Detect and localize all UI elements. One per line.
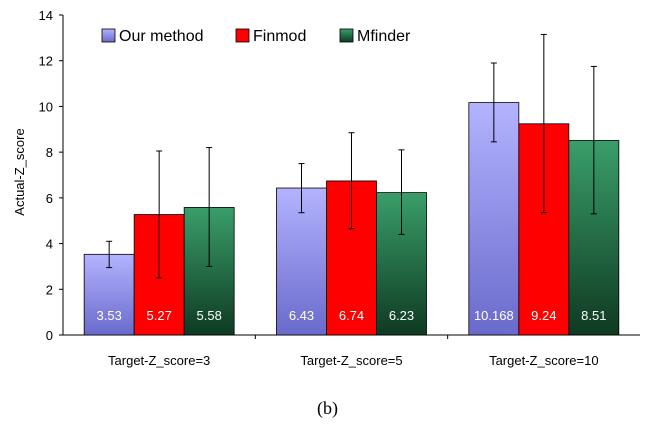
legend-label: Finmod	[253, 28, 306, 45]
legend-swatch	[339, 28, 354, 43]
data-label: 10.168	[474, 308, 514, 323]
figure-caption: (b)	[317, 398, 338, 418]
bar-chart: 0 2 4 6 8 10 12 14 Target-Z_score=3 Target-Z_scor…	[12, 8, 640, 368]
legend: Our method Finmod Mfinder	[101, 28, 411, 45]
legend-label: Mfinder	[357, 28, 411, 45]
y-axis-label: Actual-Z_score	[12, 128, 27, 215]
data-label: 9.24	[531, 308, 556, 323]
x-category-label: Target-Z_score=3	[108, 353, 210, 368]
y-tick-label: 8	[46, 145, 53, 160]
x-category-label: Target-Z_score=5	[300, 353, 402, 368]
data-label: 5.58	[197, 308, 222, 323]
data-labels: 3.53 5.27 5.58 6.43 6.74 6.23 10.168 9.24 8.51	[97, 308, 607, 323]
y-tick-label: 12	[39, 54, 53, 69]
legend-swatch	[235, 28, 250, 43]
data-label: 3.53	[97, 308, 122, 323]
legend-swatch	[101, 28, 116, 43]
data-label: 8.51	[581, 308, 606, 323]
data-label: 6.43	[289, 308, 314, 323]
y-tick-label: 2	[46, 282, 53, 297]
data-label: 6.74	[339, 308, 364, 323]
y-tick-label: 4	[46, 237, 53, 252]
axes: 0 2 4 6 8 10 12 14 Target-Z_score=3 Target-Z_scor…	[39, 8, 640, 368]
y-tick-label: 14	[39, 8, 53, 23]
y-tick-label: 0	[46, 328, 53, 343]
legend-label: Our method	[119, 28, 203, 45]
error-bars	[106, 33, 597, 279]
y-tick-label: 10	[39, 99, 53, 114]
data-label: 6.23	[389, 308, 414, 323]
x-category-label: Target-Z_score=10	[489, 353, 598, 368]
y-tick-label: 6	[46, 191, 53, 206]
data-label: 5.27	[147, 308, 172, 323]
